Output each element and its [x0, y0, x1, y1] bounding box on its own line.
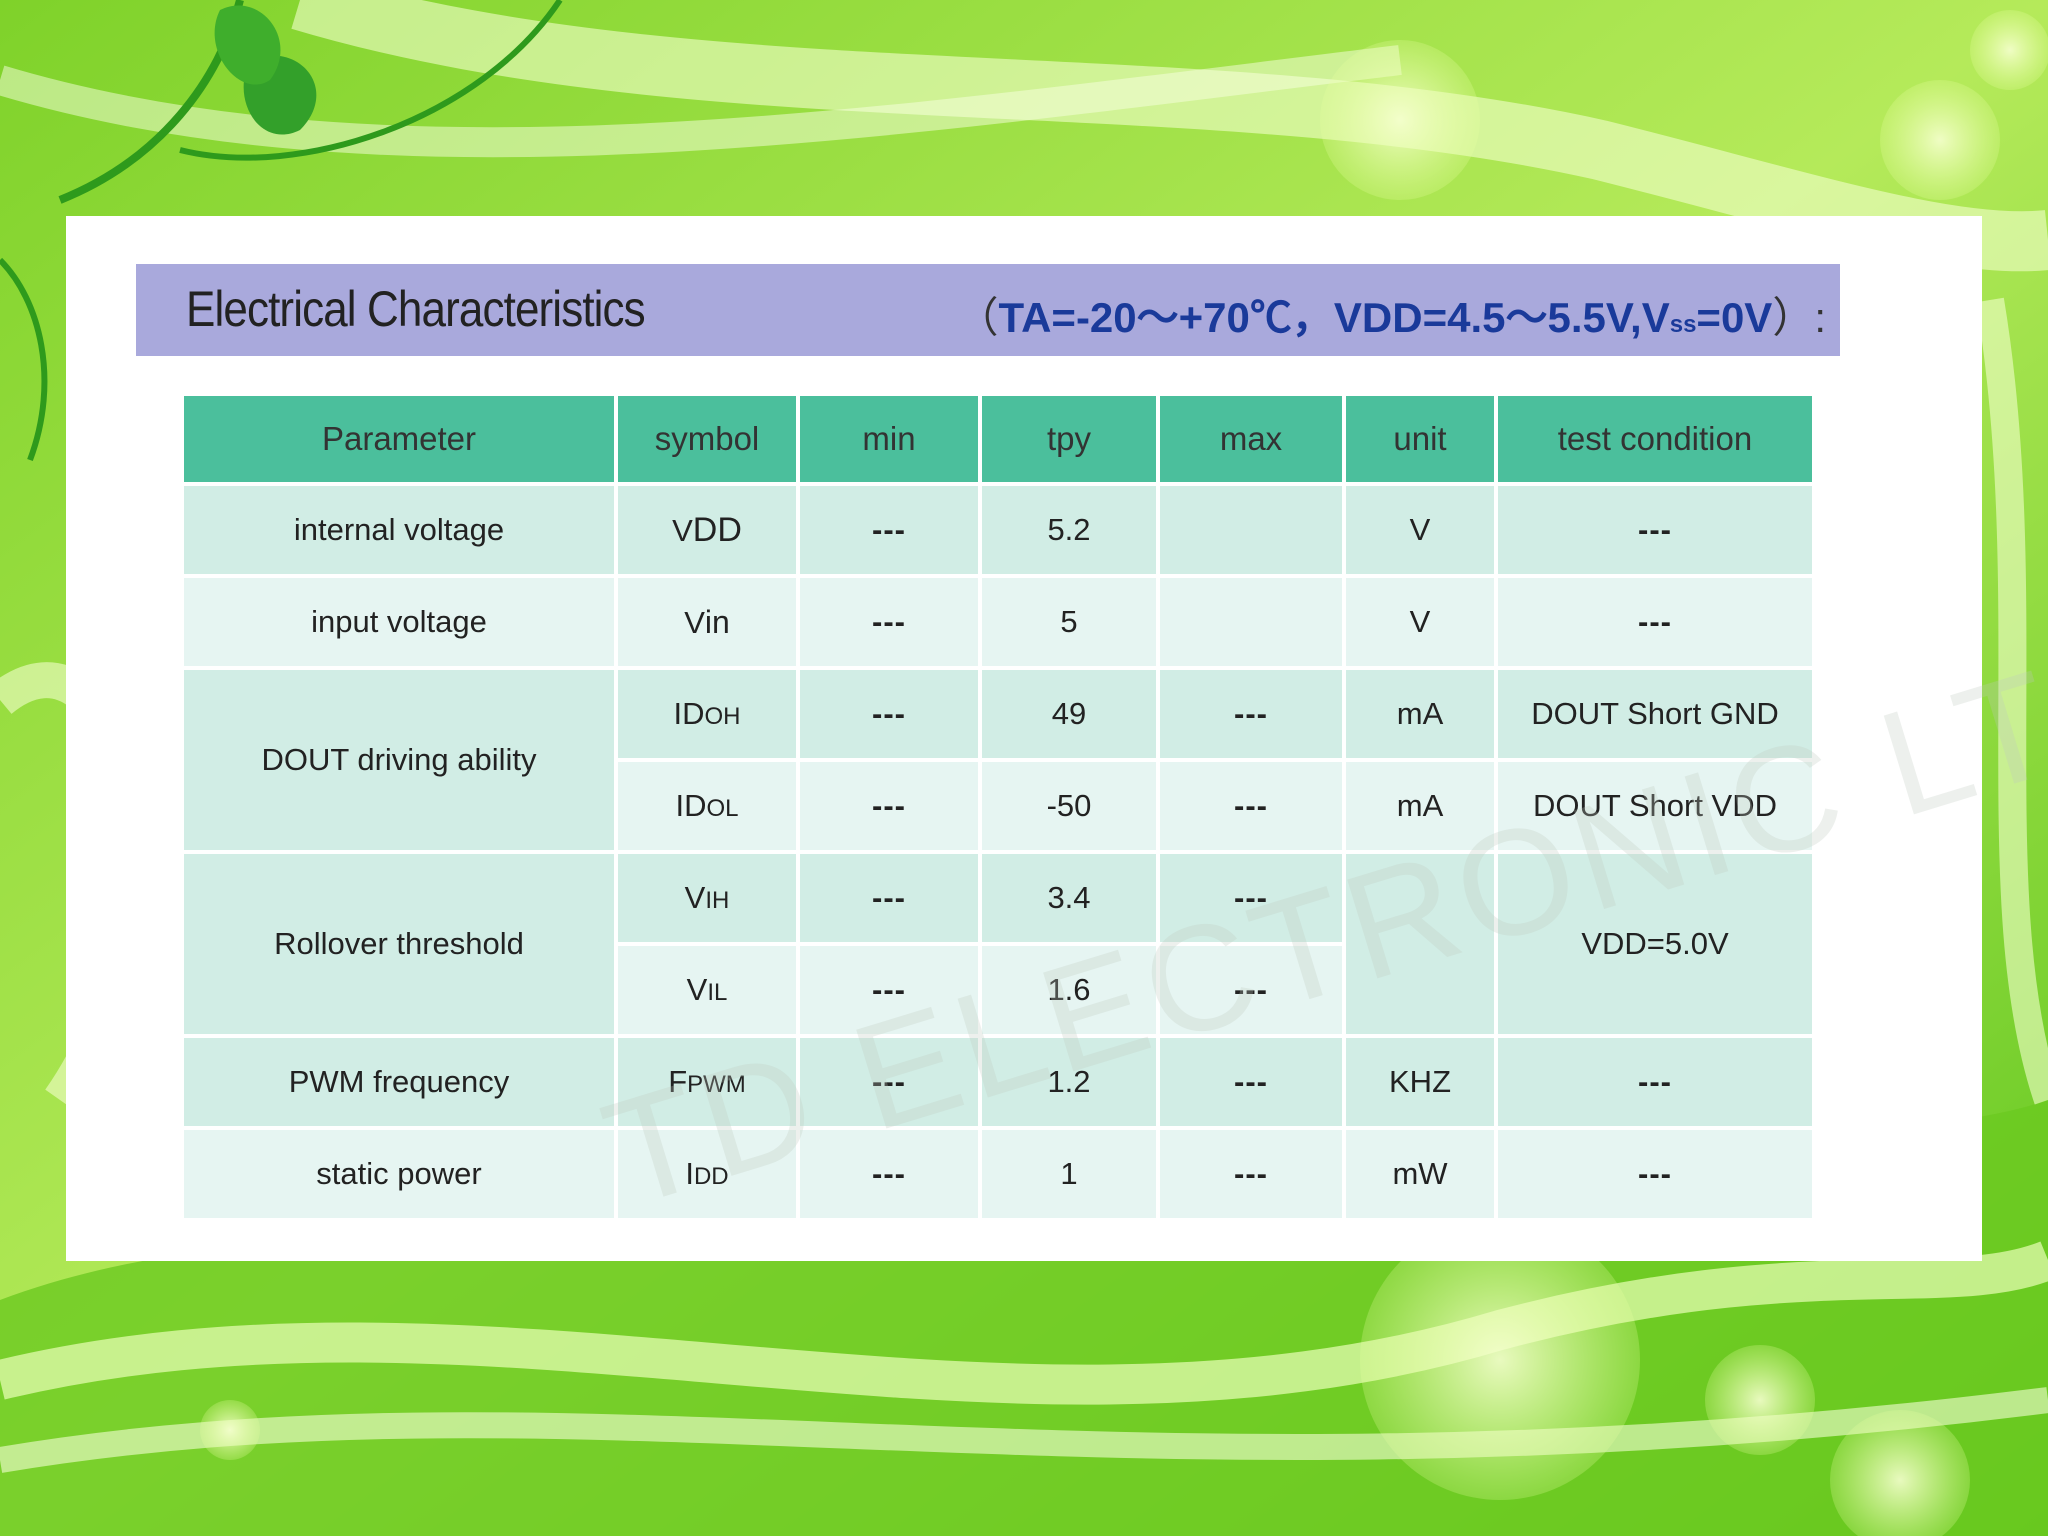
table-row: PWM frequency FPWM --- 1.2 --- KHZ ---: [184, 1038, 1812, 1126]
symbol-subscript: PWM: [687, 1071, 746, 1098]
unit-cell: mW: [1346, 1130, 1494, 1218]
max-cell: ---: [1160, 1038, 1342, 1126]
min-cell: ---: [800, 1038, 978, 1126]
unit-cell: V: [1346, 578, 1494, 666]
condition-cell: ---: [1498, 578, 1812, 666]
conditions-close: ）:: [1772, 294, 1826, 341]
symbol-subscript: OL: [706, 795, 739, 822]
operating-conditions: （TA=-20～+70℃，VDD=4.5～5.5V,Vss=0V）:: [957, 284, 1826, 345]
max-cell: ---: [1160, 946, 1342, 1034]
condition-cell: ---: [1498, 1130, 1812, 1218]
table-row: input voltage Vin --- 5 V ---: [184, 578, 1812, 666]
symbol-cell: VIL: [618, 946, 796, 1034]
symbol-subscript: in: [704, 603, 730, 640]
min-cell: ---: [800, 762, 978, 850]
min-cell: ---: [800, 946, 978, 1034]
param-pwm-frequency: PWM frequency: [184, 1038, 614, 1126]
electrical-characteristics-table: Parameter symbol min tpy max unit test c…: [180, 392, 1816, 1222]
symbol-main: V: [672, 512, 693, 548]
conditions-text: TA=-20～+70℃，VDD=4.5～5.5V,V: [998, 294, 1670, 341]
min-cell: ---: [800, 578, 978, 666]
condition-cell: DOUT Short VDD: [1498, 762, 1812, 850]
param-input-voltage: input voltage: [184, 578, 614, 666]
param-rollover-threshold: Rollover threshold: [184, 854, 614, 1034]
header-parameter: Parameter: [184, 396, 614, 482]
symbol-subscript: IL: [707, 979, 728, 1006]
unit-cell: mA: [1346, 762, 1494, 850]
header-min: min: [800, 396, 978, 482]
min-cell: ---: [800, 854, 978, 942]
symbol-main: V: [686, 972, 708, 1007]
table-header-row: Parameter symbol min tpy max unit test c…: [184, 396, 1812, 482]
symbol-cell: Vin: [618, 578, 796, 666]
symbol-main: V: [684, 880, 706, 915]
symbol-main: F: [668, 1064, 688, 1099]
tpy-cell: 3.4: [982, 854, 1156, 942]
table-row: VIL --- 1.6 ---: [184, 946, 1812, 1034]
tpy-cell: 1.6: [982, 946, 1156, 1034]
tpy-cell: 49: [982, 670, 1156, 758]
condition-cell: ---: [1498, 1038, 1812, 1126]
header-symbol: symbol: [618, 396, 796, 482]
max-cell: [1160, 486, 1342, 574]
symbol-cell: IDD: [618, 1130, 796, 1218]
header-max: max: [1160, 396, 1342, 482]
unit-cell: V: [1346, 486, 1494, 574]
header-unit: unit: [1346, 396, 1494, 482]
condition-cell: DOUT Short GND: [1498, 670, 1812, 758]
header-tpy: tpy: [982, 396, 1156, 482]
symbol-cell: VDD: [618, 486, 796, 574]
page-title: Electrical Characteristics: [186, 281, 646, 337]
max-cell: [1160, 578, 1342, 666]
unit-cell: KHZ: [1346, 1038, 1494, 1126]
symbol-subscript: OH: [704, 703, 741, 730]
table-row: static power IDD --- 1 --- mW ---: [184, 1130, 1812, 1218]
tpy-cell: 5: [982, 578, 1156, 666]
param-dout-driving-ability: DOUT driving ability: [184, 670, 614, 850]
spec-panel: Electrical Characteristics （TA=-20～+70℃，…: [66, 216, 2048, 1261]
symbol-cell: FPWM: [618, 1038, 796, 1126]
min-cell: ---: [800, 670, 978, 758]
conditions-subscript: ss: [1669, 311, 1697, 338]
table-row: DOUT driving ability IDOH --- 49 --- mA …: [184, 670, 1812, 850]
table-row: Rollover threshold VIH --- 3.4 --- VDD=5…: [184, 854, 1812, 1034]
table-row: internal voltage VDD --- 5.2 V ---: [184, 486, 1812, 574]
title-bar: Electrical Characteristics （TA=-20～+70℃，…: [136, 264, 1840, 356]
max-cell: ---: [1160, 854, 1342, 942]
condition-cell: VDD=5.0V: [1498, 854, 1812, 1034]
unit-cell: mA: [1346, 670, 1494, 758]
symbol-subscript: DD: [693, 1163, 729, 1190]
symbol-main: ID: [673, 696, 705, 731]
max-cell: ---: [1160, 670, 1342, 758]
condition-cell: ---: [1498, 486, 1812, 574]
symbol-cell: IDOL: [618, 762, 796, 850]
param-static-power: static power: [184, 1130, 614, 1218]
symbol-cell: IDOH: [618, 670, 796, 758]
param-internal-voltage: internal voltage: [184, 486, 614, 574]
max-cell: ---: [1160, 1130, 1342, 1218]
conditions-tail: =0V: [1696, 294, 1773, 341]
symbol-main: I: [685, 1156, 694, 1191]
conditions-open-paren: （: [956, 294, 999, 341]
symbol-main: ID: [675, 788, 707, 823]
max-cell: ---: [1160, 762, 1342, 850]
symbol-subscript: IH: [705, 887, 730, 914]
min-cell: ---: [800, 486, 978, 574]
tpy-cell: 5.2: [982, 486, 1156, 574]
table-row: IDOL --- -50 --- mA DOUT Short VDD: [184, 762, 1812, 850]
symbol-main: V: [684, 604, 705, 640]
tpy-cell: 1: [982, 1130, 1156, 1218]
min-cell: ---: [800, 1130, 978, 1218]
tpy-cell: -50: [982, 762, 1156, 850]
symbol-cell: VIH: [618, 854, 796, 942]
tpy-cell: 1.2: [982, 1038, 1156, 1126]
unit-cell: [1346, 854, 1494, 1034]
header-test-condition: test condition: [1498, 396, 1812, 482]
symbol-subscript: DD: [692, 510, 742, 549]
